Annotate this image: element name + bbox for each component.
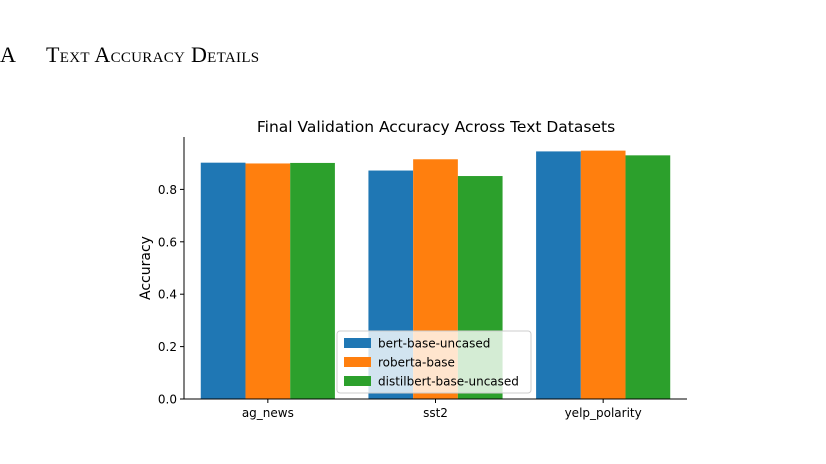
- y-tick-label: 0.4: [158, 288, 177, 302]
- bar-distilbert-base-uncased-ag_news: [290, 162, 335, 399]
- legend-label-roberta-base: roberta-base: [378, 356, 455, 370]
- y-tick-label: 0.8: [158, 183, 177, 197]
- section-title: Text Accuracy Details: [46, 42, 260, 67]
- bar-bert-base-uncased-ag_news: [200, 162, 246, 399]
- section-number: A: [0, 42, 16, 67]
- legend-swatch-distilbert-base-uncased: [344, 376, 371, 386]
- bar-bert-base-uncased-yelp_polarity: [536, 151, 581, 399]
- axes-group: ag_news sst2 yelp_polarity 0.0 0.2 0.4 0.6 0.8: [158, 137, 687, 420]
- bar-distilbert-base-uncased-yelp_polarity: [625, 155, 671, 399]
- y-axis-label: Accuracy: [138, 236, 154, 300]
- y-tick-label: 0.2: [158, 340, 177, 354]
- bar-roberta-base-yelp_polarity: [580, 150, 626, 399]
- section-heading: A Text Accuracy Details: [0, 42, 259, 68]
- x-tick-label: ag_news: [242, 406, 294, 420]
- legend-label-bert-base-uncased: bert-base-uncased: [378, 337, 490, 351]
- x-tick-label: yelp_polarity: [565, 406, 642, 420]
- legend-swatch-roberta-base: [344, 357, 371, 367]
- y-tick-label: 0.6: [158, 235, 177, 249]
- y-tick-label: 0.0: [158, 393, 177, 407]
- x-tick-label: sst2: [423, 406, 448, 420]
- legend-label-distilbert-base-uncased: distilbert-base-uncased: [378, 375, 519, 389]
- legend: bert-base-uncased roberta-base distilbert-…: [336, 330, 532, 394]
- legend-box: [336, 330, 532, 394]
- bar-roberta-base-ag_news: [245, 163, 291, 399]
- legend-swatch-bert-base-uncased: [344, 338, 371, 348]
- chart-title: Final Validation Accuracy Across Text Da…: [257, 118, 615, 136]
